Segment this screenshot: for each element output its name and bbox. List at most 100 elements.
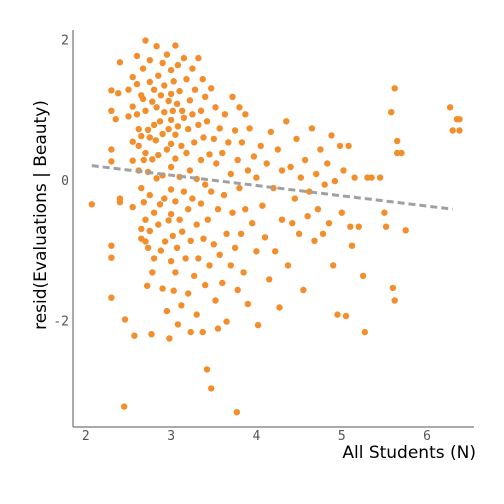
data-point <box>155 221 162 228</box>
data-point <box>359 272 367 280</box>
data-point <box>176 87 183 95</box>
data-point <box>391 85 398 92</box>
data-point <box>187 328 194 336</box>
data-point <box>236 104 243 111</box>
data-point <box>328 132 335 139</box>
x-tick-label: 5 <box>338 429 346 444</box>
data-point <box>254 321 262 329</box>
data-point <box>368 174 375 181</box>
data-point <box>146 57 153 64</box>
data-point <box>351 174 358 181</box>
data-point <box>185 290 192 297</box>
data-point <box>200 134 207 141</box>
data-point <box>242 206 249 213</box>
data-point <box>308 125 316 132</box>
data-point <box>394 137 401 145</box>
data-point <box>261 234 269 241</box>
data-points <box>88 37 463 416</box>
data-point <box>219 279 226 287</box>
data-point <box>216 251 223 258</box>
data-point <box>133 80 141 88</box>
data-point <box>173 244 181 251</box>
data-point <box>165 217 172 224</box>
data-point <box>311 237 318 244</box>
data-point <box>159 285 166 292</box>
data-point <box>208 385 215 392</box>
data-point <box>189 195 196 202</box>
data-point <box>159 59 166 67</box>
data-point <box>116 59 124 66</box>
data-point <box>284 262 292 269</box>
data-point <box>178 142 185 150</box>
data-point <box>231 244 239 251</box>
data-point <box>210 135 217 143</box>
data-point <box>195 255 202 262</box>
data-point <box>140 156 147 164</box>
data-point <box>150 255 158 262</box>
data-point <box>169 232 176 240</box>
data-point <box>216 125 223 132</box>
data-point <box>172 131 179 138</box>
trend-line <box>91 164 453 211</box>
data-point <box>242 111 249 118</box>
data-point <box>189 65 196 72</box>
data-point <box>191 139 198 146</box>
data-point <box>227 262 234 269</box>
data-point <box>108 146 115 153</box>
data-point <box>319 230 327 237</box>
data-point <box>121 316 129 323</box>
data-point <box>266 276 273 283</box>
data-point <box>129 103 136 110</box>
data-point <box>169 107 176 115</box>
data-point <box>172 42 179 49</box>
data-point <box>156 118 164 125</box>
data-point <box>202 181 209 188</box>
data-point <box>336 142 344 150</box>
data-point <box>138 225 145 233</box>
data-point <box>195 54 202 62</box>
data-point <box>283 118 290 125</box>
data-point <box>203 118 211 125</box>
data-point <box>108 254 115 261</box>
data-point <box>185 206 192 213</box>
data-point <box>183 76 190 83</box>
data-point <box>146 134 153 141</box>
data-point <box>191 86 199 93</box>
data-point <box>146 191 153 199</box>
data-point <box>121 403 128 410</box>
data-point <box>172 155 179 162</box>
data-point <box>325 220 333 227</box>
data-point <box>229 93 236 101</box>
data-point <box>199 328 206 336</box>
data-point <box>314 206 322 213</box>
data-point <box>223 230 230 237</box>
data-point <box>176 216 183 223</box>
data-point <box>348 242 356 249</box>
data-point <box>389 284 397 292</box>
data-point <box>300 286 307 294</box>
data-point <box>139 65 147 72</box>
data-point <box>219 149 226 157</box>
data-point <box>142 149 149 157</box>
data-point <box>153 175 160 182</box>
data-point <box>213 160 220 167</box>
data-point <box>287 163 294 171</box>
data-point <box>180 114 188 122</box>
data-point <box>317 146 324 153</box>
data-point <box>153 43 160 50</box>
data-point <box>156 201 164 208</box>
data-point <box>391 297 398 304</box>
data-point <box>157 247 165 254</box>
data-point <box>159 130 166 138</box>
data-point <box>221 111 229 118</box>
data-point <box>388 109 395 116</box>
data-point <box>129 203 136 211</box>
data-point <box>108 158 115 165</box>
data-point <box>304 213 311 220</box>
data-point <box>263 160 270 167</box>
data-point <box>108 87 115 94</box>
data-point <box>150 209 158 216</box>
data-point <box>197 156 205 164</box>
data-point <box>146 227 153 235</box>
data-point <box>135 142 142 150</box>
